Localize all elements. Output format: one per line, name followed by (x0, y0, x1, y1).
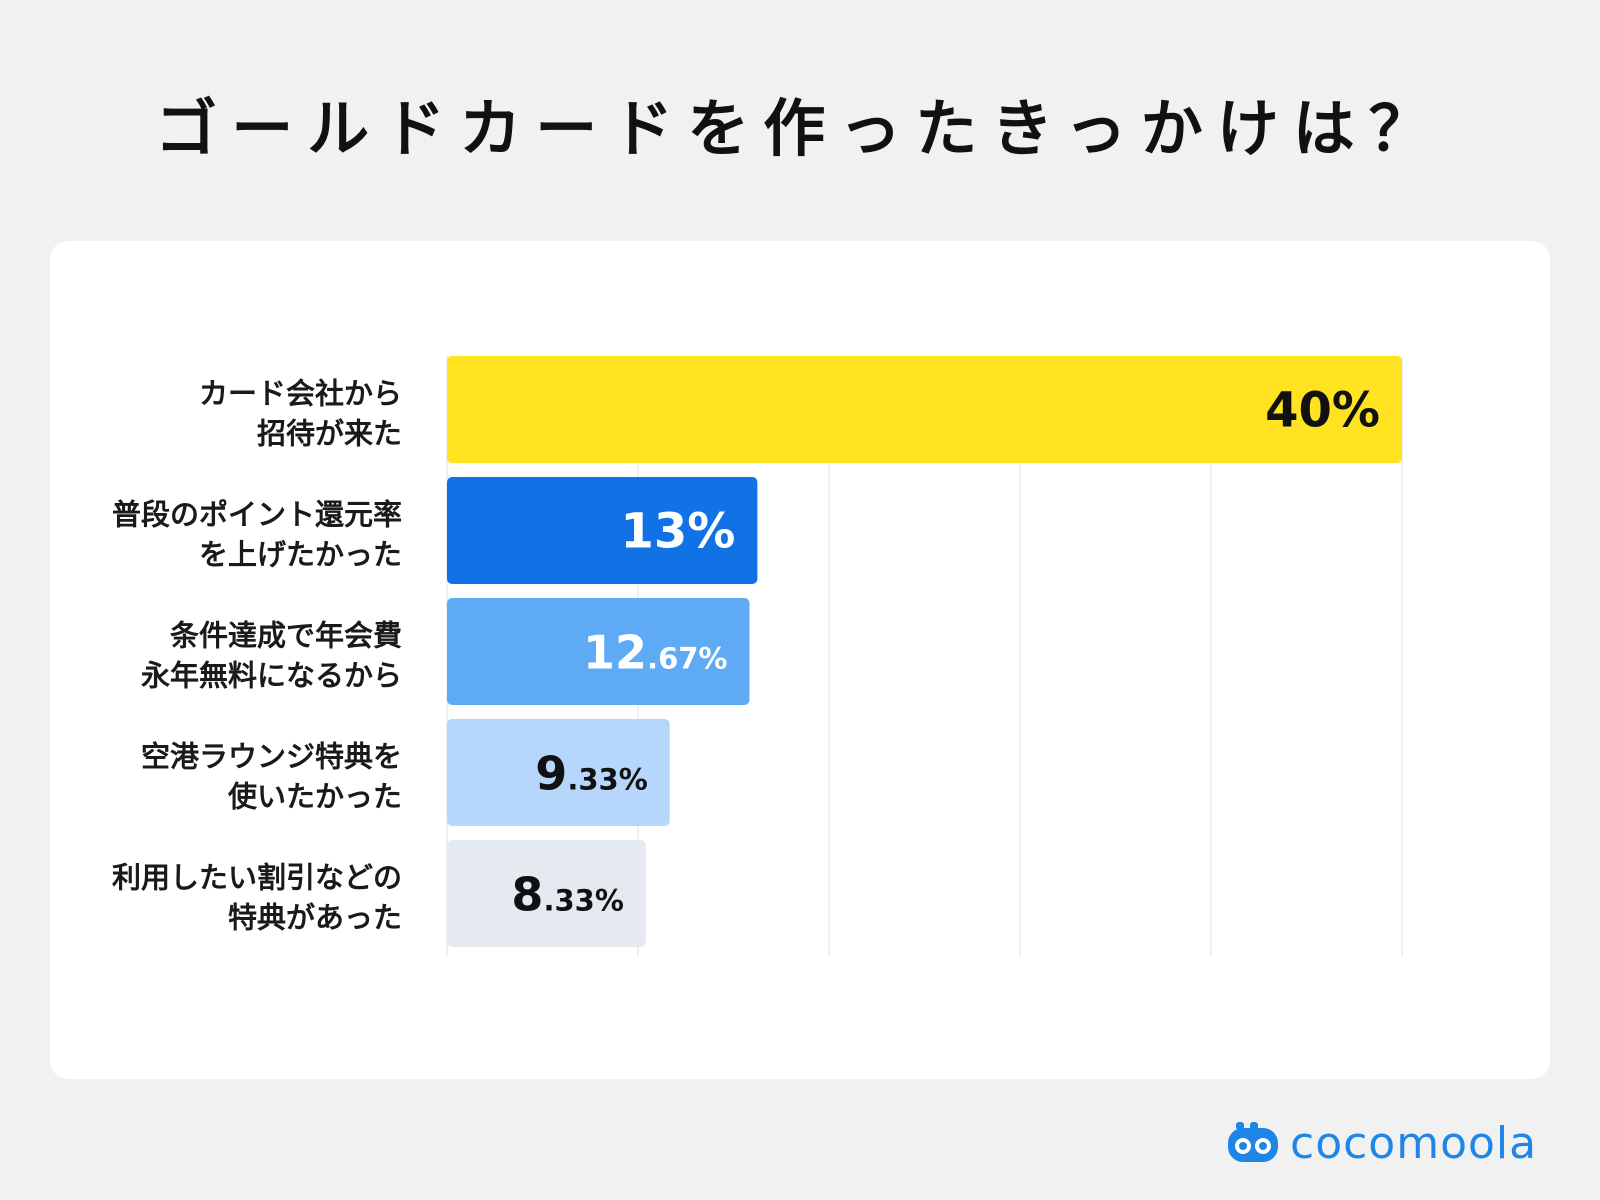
category-label: カード会社から招待が来た (199, 377, 402, 451)
bar (447, 840, 646, 947)
bar (447, 477, 758, 584)
category-label: 利用したい割引などの特典があった (112, 861, 402, 935)
value-label: 8.33% (511, 868, 623, 922)
category-label-line: 空港ラウンジ特典を (141, 740, 402, 774)
category-label-line: カード会社から (199, 377, 402, 411)
value-label-integer: 9 (535, 747, 567, 801)
chart-title: ゴールドカードを作ったきっかけは？ (155, 92, 1445, 165)
value-label-integer: 40 (1265, 383, 1332, 439)
value-label-integer: 13 (620, 504, 687, 560)
chart-card: カード会社から招待が来た普段のポイント還元率を上げたかった条件達成で年会費永年無… (50, 241, 1550, 1079)
category-label-line: を上げたかった (199, 538, 402, 572)
value-label-percent: % (1332, 383, 1380, 439)
bar-chart: カード会社から招待が来た普段のポイント還元率を上げたかった条件達成で年会費永年無… (112, 356, 1403, 956)
brand-name: cocomoola (1290, 1117, 1538, 1169)
value-label-percent: % (595, 884, 624, 918)
bar (447, 598, 750, 705)
value-label-decimal: .33 (543, 884, 594, 918)
value-label: 12.67% (583, 626, 727, 680)
value-label-percent: % (698, 642, 727, 676)
category-label-line: 普段のポイント還元率 (112, 498, 402, 532)
category-label-line: 使いたかった (227, 780, 402, 814)
value-labels: 40%13%12.67%9.33%8.33% (511, 383, 1380, 922)
category-label: 空港ラウンジ特典を使いたかった (141, 740, 402, 814)
category-label-line: 永年無料になるから (141, 659, 402, 693)
value-label-decimal: .33 (567, 763, 618, 797)
value-label: 9.33% (535, 747, 647, 801)
value-label-integer: 12 (583, 626, 647, 680)
brand-logo: cocomoola (1226, 1115, 1537, 1171)
cocomoola-logo-icon (1228, 1122, 1278, 1162)
value-label-decimal: .67 (647, 642, 698, 676)
value-label: 40% (1265, 383, 1380, 439)
value-label: 13% (620, 504, 735, 560)
value-label-percent: % (619, 763, 648, 797)
category-label-line: 利用したい割引などの (112, 861, 402, 895)
bars (447, 356, 1402, 947)
category-label-line: 特典があった (228, 901, 402, 935)
category-labels: カード会社から招待が来た普段のポイント還元率を上げたかった条件達成で年会費永年無… (112, 377, 402, 935)
category-label-line: 招待が来た (257, 417, 402, 451)
category-label: 普段のポイント還元率を上げたかった (112, 498, 402, 572)
value-label-integer: 8 (511, 868, 543, 922)
bar (447, 719, 670, 826)
bar (447, 356, 1402, 463)
category-label-line: 条件達成で年会費 (170, 619, 402, 653)
value-label-percent: % (687, 504, 735, 560)
category-label: 条件達成で年会費永年無料になるから (141, 619, 402, 693)
